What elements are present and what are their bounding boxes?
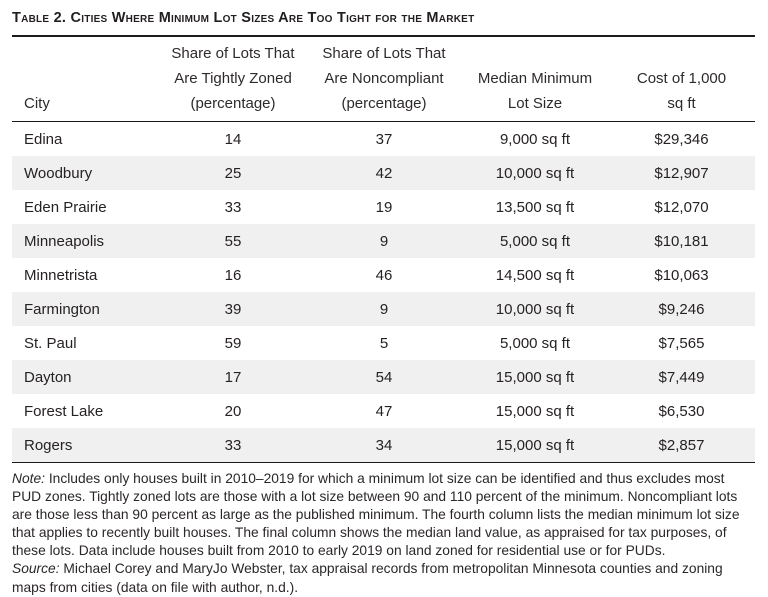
tightly-zoned-cell: 14	[224, 130, 242, 148]
table-row: Farmington 39 9 10,000 sq ft $9,246	[12, 292, 755, 326]
median-lot-cell: 9,000 sq ft	[499, 130, 571, 148]
header-line: Are Noncompliant	[324, 70, 444, 87]
tightly-zoned-cell: 55	[224, 232, 242, 250]
noncompliant-cell: 9	[379, 300, 389, 318]
tightly-zoned-cell: 33	[224, 436, 242, 454]
tightly-zoned-cell: 39	[224, 300, 242, 318]
header-line: Are Tightly Zoned	[174, 70, 292, 87]
table-row: Minneapolis 55 9 5,000 sq ft $10,181	[12, 224, 755, 258]
table-row: Eden Prairie 33 19 13,500 sq ft $12,070	[12, 190, 755, 224]
city-cell: St. Paul	[24, 334, 77, 352]
tightly-zoned-cell: 25	[224, 164, 242, 182]
header-line: sq ft	[667, 95, 696, 112]
header-line: Cost of 1,000	[636, 70, 727, 87]
cost-cell: $12,070	[654, 198, 709, 216]
table-row: St. Paul 59 5 5,000 sq ft $7,565	[12, 326, 755, 360]
table-notes: Note: Includes only houses built in 2010…	[12, 470, 755, 597]
table-body: Edina 14 37 9,000 sq ft $29,346 Woodbury…	[12, 122, 755, 463]
median-lot-cell: 15,000 sq ft	[495, 436, 575, 454]
note-text: Includes only houses built in 2010–2019 …	[12, 471, 740, 559]
cost-cell: $10,181	[654, 232, 709, 250]
table-header: City Share of Lots That Are Tightly Zone…	[12, 36, 755, 122]
cost-cell: $29,346	[654, 130, 709, 148]
city-cell: Minnetrista	[24, 266, 98, 284]
note-label: Note:	[12, 471, 45, 486]
median-lot-cell: 15,000 sq ft	[495, 402, 575, 420]
tightly-zoned-cell: 16	[224, 266, 242, 284]
header-line: Lot Size	[507, 95, 563, 112]
table-row: Woodbury 25 42 10,000 sq ft $12,907	[12, 156, 755, 190]
noncompliant-cell: 47	[375, 402, 393, 420]
source-text: Michael Corey and MaryJo Webster, tax ap…	[12, 561, 723, 595]
table-row: Edina 14 37 9,000 sq ft $29,346	[12, 122, 755, 157]
noncompliant-cell: 37	[375, 130, 393, 148]
header-row: City Share of Lots That Are Tightly Zone…	[12, 36, 755, 122]
table-title: Table 2. Cities Where Minimum Lot Sizes …	[12, 10, 475, 26]
cost-cell: $7,565	[658, 334, 705, 352]
tightly-zoned-cell: 20	[224, 402, 242, 420]
city-cell: Woodbury	[24, 164, 93, 182]
cost-cell: $6,530	[658, 402, 705, 420]
col-header-noncompliant: Share of Lots That Are Noncompliant (per…	[306, 36, 462, 122]
col-header-median-lot-size: Median Minimum Lot Size	[462, 36, 608, 122]
noncompliant-cell: 9	[379, 232, 389, 250]
city-cell: Forest Lake	[24, 402, 104, 420]
cost-cell: $12,907	[654, 164, 709, 182]
noncompliant-cell: 46	[375, 266, 393, 284]
tightly-zoned-cell: 33	[224, 198, 242, 216]
median-lot-cell: 5,000 sq ft	[499, 232, 571, 250]
tightly-zoned-cell: 17	[224, 368, 242, 386]
cost-cell: $2,857	[658, 436, 705, 454]
noncompliant-cell: 34	[375, 436, 393, 454]
city-cell: Rogers	[24, 436, 73, 454]
city-cell: Edina	[24, 130, 63, 148]
tightly-zoned-cell: 59	[224, 334, 242, 352]
median-lot-cell: 14,500 sq ft	[495, 266, 575, 284]
header-line: Share of Lots That	[322, 45, 446, 62]
source-paragraph: Source: Michael Corey and MaryJo Webster…	[12, 560, 755, 596]
median-lot-cell: 15,000 sq ft	[495, 368, 575, 386]
median-lot-cell: 10,000 sq ft	[495, 164, 575, 182]
city-cell: Eden Prairie	[24, 198, 107, 216]
min-lot-size-table: City Share of Lots That Are Tightly Zone…	[12, 35, 755, 463]
header-line: Share of Lots That	[171, 45, 295, 62]
cost-cell: $10,063	[654, 266, 709, 284]
city-cell: Farmington	[24, 300, 100, 318]
table-row: Forest Lake 20 47 15,000 sq ft $6,530	[12, 394, 755, 428]
noncompliant-cell: 54	[375, 368, 393, 386]
table-row: Rogers 33 34 15,000 sq ft $2,857	[12, 428, 755, 463]
median-lot-cell: 13,500 sq ft	[495, 198, 575, 216]
cost-cell: $9,246	[658, 300, 705, 318]
noncompliant-cell: 5	[379, 334, 389, 352]
table-row: Minnetrista 16 46 14,500 sq ft $10,063	[12, 258, 755, 292]
col-header-cost: Cost of 1,000 sq ft	[608, 36, 755, 122]
median-lot-cell: 5,000 sq ft	[499, 334, 571, 352]
header-line: (percentage)	[341, 95, 427, 112]
noncompliant-cell: 42	[375, 164, 393, 182]
city-cell: Dayton	[24, 368, 72, 386]
cost-cell: $7,449	[658, 368, 705, 386]
header-line: (percentage)	[190, 95, 276, 112]
header-line: Median Minimum	[477, 70, 593, 87]
col-header-tightly-zoned: Share of Lots That Are Tightly Zoned (pe…	[160, 36, 306, 122]
city-cell: Minneapolis	[24, 232, 105, 250]
source-label: Source:	[12, 561, 60, 577]
col-header-city: City	[24, 95, 50, 112]
median-lot-cell: 10,000 sq ft	[495, 300, 575, 318]
table-row: Dayton 17 54 15,000 sq ft $7,449	[12, 360, 755, 394]
note-paragraph: Note: Includes only houses built in 2010…	[12, 470, 755, 560]
noncompliant-cell: 19	[375, 198, 393, 216]
